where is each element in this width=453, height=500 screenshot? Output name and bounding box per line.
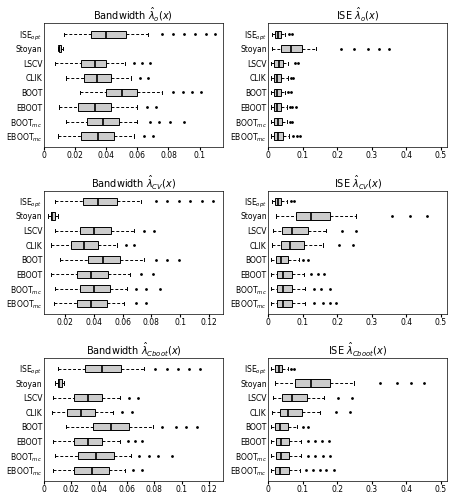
Bar [275,466,289,474]
Bar [275,365,282,372]
Bar [85,365,121,372]
Bar [78,452,114,460]
Title: ISE $\hat{\lambda}_{Cboot}(x)$: ISE $\hat{\lambda}_{Cboot}(x)$ [328,340,387,357]
Bar [282,227,308,234]
Title: ISE $\hat{\lambda}_o(x)$: ISE $\hat{\lambda}_o(x)$ [336,6,380,24]
Bar [106,89,137,96]
Bar [80,285,110,292]
Bar [67,408,95,416]
Title: Bandwidth $\hat{\lambda}_{CV}(x)$: Bandwidth $\hat{\lambda}_{CV}(x)$ [91,172,176,190]
Title: Bandwidth $\hat{\lambda}_o(x)$: Bandwidth $\hat{\lambda}_o(x)$ [93,6,173,24]
Bar [276,452,289,460]
Bar [82,198,117,205]
Bar [77,270,108,278]
Bar [275,30,281,38]
Bar [275,132,283,140]
Bar [58,45,61,52]
Bar [281,45,302,52]
Bar [296,212,330,220]
Bar [276,438,289,445]
Bar [275,423,288,430]
Bar [81,132,114,140]
Bar [277,300,292,307]
Bar [74,466,109,474]
Bar [74,438,102,445]
Bar [88,256,120,263]
Bar [74,394,102,402]
Bar [91,30,126,38]
Bar [276,256,288,263]
Bar [275,198,281,205]
Bar [277,270,292,278]
Bar [275,118,282,125]
Bar [51,212,55,220]
Bar [93,423,129,430]
Bar [77,300,107,307]
Bar [281,242,304,248]
Title: ISE $\hat{\lambda}_{CV}(x)$: ISE $\hat{\lambda}_{CV}(x)$ [333,172,382,190]
Bar [84,74,111,82]
Bar [277,285,292,292]
Bar [274,104,281,110]
Bar [87,118,119,125]
Bar [71,242,98,248]
Bar [295,380,330,386]
Bar [80,227,111,234]
Bar [58,380,62,386]
Bar [81,60,106,67]
Title: Bandwidth $\hat{\lambda}_{Cboot}(x)$: Bandwidth $\hat{\lambda}_{Cboot}(x)$ [86,340,181,357]
Bar [282,394,307,402]
Bar [280,408,302,416]
Bar [275,60,283,67]
Bar [78,104,111,110]
Bar [274,89,281,96]
Bar [274,74,281,82]
